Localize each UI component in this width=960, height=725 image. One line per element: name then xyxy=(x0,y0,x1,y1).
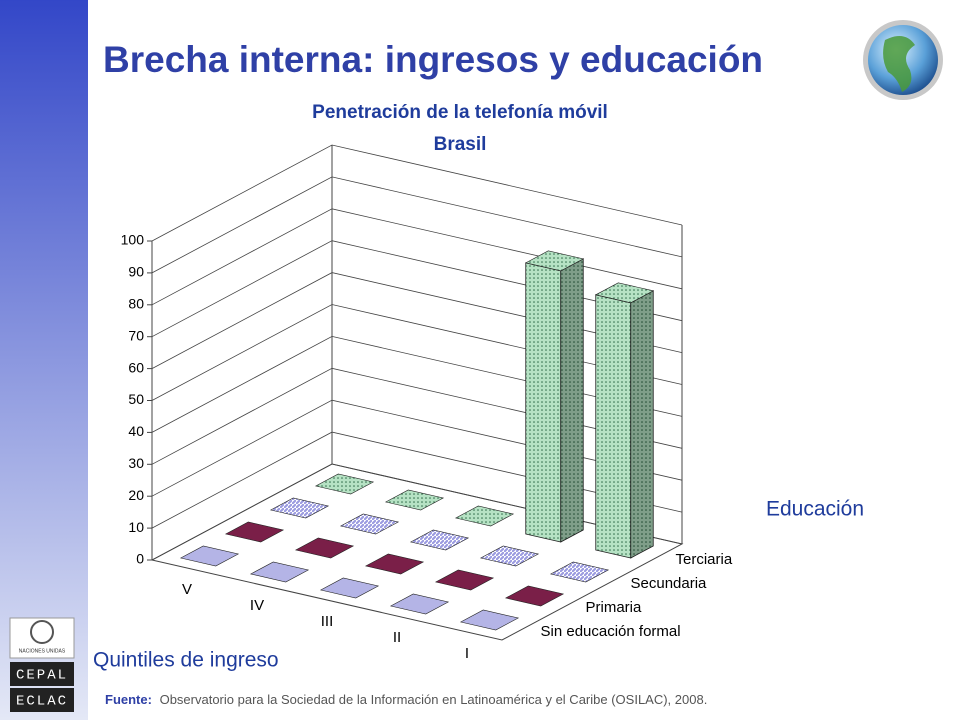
bar xyxy=(224,521,285,543)
y-tick-label: 80 xyxy=(128,296,144,312)
grid-line xyxy=(151,208,683,306)
x-tick-label: IV xyxy=(250,597,264,614)
bar-front xyxy=(595,294,632,559)
bar-top xyxy=(504,585,565,607)
legend-label: Primaria xyxy=(586,599,642,616)
bar-top xyxy=(314,473,375,495)
bar xyxy=(364,553,425,575)
bar xyxy=(454,505,515,527)
bar xyxy=(389,593,450,615)
bar xyxy=(319,577,380,599)
bar xyxy=(179,545,240,567)
logo-text: ECLAC xyxy=(16,694,68,710)
bar xyxy=(294,537,355,559)
bar xyxy=(504,585,565,607)
bar xyxy=(249,561,310,583)
x-tick-label: III xyxy=(321,613,334,630)
source-label: Fuente: xyxy=(105,692,152,707)
bar-top xyxy=(454,505,515,527)
bar-top xyxy=(249,561,310,583)
globe-logo xyxy=(863,20,943,100)
source-text: Observatorio para la Sociedad de la Info… xyxy=(160,692,708,707)
legend-label: Terciaria xyxy=(676,551,733,568)
bar-front xyxy=(525,262,562,543)
bar-shade xyxy=(630,290,654,558)
bar-top xyxy=(294,537,355,559)
bar-top xyxy=(459,609,520,631)
bar-shade xyxy=(560,258,584,542)
bar xyxy=(434,569,495,591)
bar-top xyxy=(389,593,450,615)
legend-label: Secundaria xyxy=(631,575,708,592)
bar-top xyxy=(549,561,610,583)
bar xyxy=(459,609,520,631)
bar-top xyxy=(434,569,495,591)
y-tick-label: 30 xyxy=(128,455,144,471)
y-tick-label: 40 xyxy=(128,423,144,439)
bar-top xyxy=(269,497,330,519)
legend-label: Sin educación formal xyxy=(541,623,681,640)
bar-top xyxy=(364,553,425,575)
bar-top xyxy=(224,521,285,543)
y-tick-label: 70 xyxy=(128,327,144,343)
x-tick-label: II xyxy=(393,629,401,646)
y-tick-label: 100 xyxy=(121,232,145,248)
x-axis-title: Quintiles de ingreso xyxy=(93,649,279,672)
un-logo: NACIONES UNIDAS CEPAL ECLAC xyxy=(9,617,75,712)
bar xyxy=(339,513,400,535)
logo-text: CEPAL xyxy=(16,668,68,684)
grid-line xyxy=(151,144,683,242)
bar-top xyxy=(479,545,540,567)
y-tick-label: 20 xyxy=(128,487,144,503)
bar xyxy=(384,489,445,511)
chart-title: Penetración de la telefonía móvil xyxy=(312,102,608,123)
x-tick-label: V xyxy=(182,581,192,598)
grid-line xyxy=(151,176,683,274)
bar xyxy=(314,473,375,495)
y-tick-label: 50 xyxy=(128,391,144,407)
bar xyxy=(594,282,655,559)
bar xyxy=(479,545,540,567)
side-band xyxy=(0,0,88,720)
bar xyxy=(269,497,330,519)
x-tick-label: I xyxy=(465,645,469,662)
source: Fuente: Observatorio para la Sociedad de… xyxy=(105,692,707,707)
bar xyxy=(549,561,610,583)
y-tick-label: 0 xyxy=(136,551,144,567)
y-tick-label: 10 xyxy=(128,519,144,535)
bar-top xyxy=(384,489,445,511)
bar-top xyxy=(179,545,240,567)
bar-top xyxy=(524,250,585,272)
slide-title: Brecha interna: ingresos y educación xyxy=(103,39,763,80)
bar-top xyxy=(339,513,400,535)
y-tick-label: 90 xyxy=(128,264,144,280)
chart-subtitle: Brasil xyxy=(434,134,487,155)
legend-title: Educación xyxy=(766,498,864,521)
bar xyxy=(409,529,470,551)
y-tick-label: 60 xyxy=(128,359,144,375)
bar xyxy=(524,250,585,543)
bar-top xyxy=(594,282,655,304)
logo-text: NACIONES UNIDAS xyxy=(19,648,66,654)
bar-top xyxy=(409,529,470,551)
bar-top xyxy=(319,577,380,599)
